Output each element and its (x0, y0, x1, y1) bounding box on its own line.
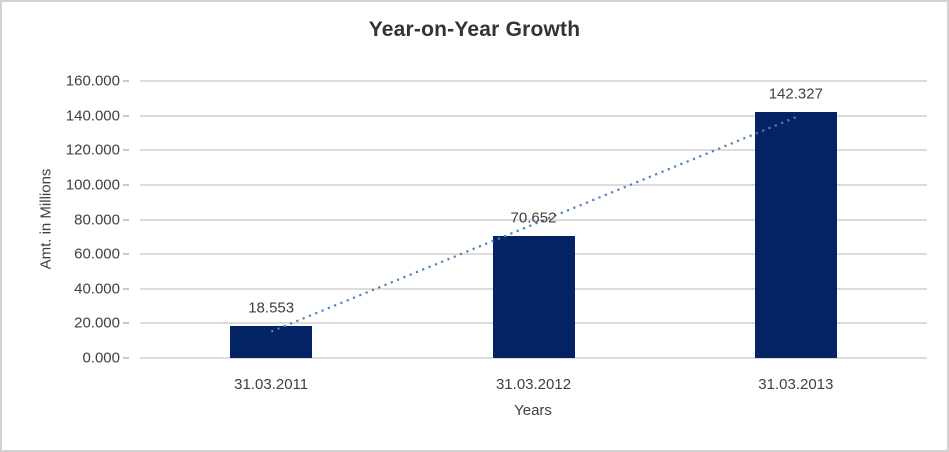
x-tick-label: 31.03.2012 (495, 376, 572, 393)
gridline (140, 149, 927, 152)
bar-value-label: 18.553 (248, 299, 295, 317)
chart-title: Year-on-Year Growth (368, 18, 581, 41)
y-tick-label: 160.000 (65, 72, 120, 90)
bar-value-label: 142.327 (768, 85, 823, 103)
gridline (140, 183, 927, 186)
y-tick-label: 120.000 (65, 141, 120, 159)
gridline (140, 114, 927, 117)
y-tick-mark (123, 80, 129, 82)
y-tick-label: 140.000 (65, 107, 120, 125)
y-tick-label: 0.000 (82, 349, 120, 367)
gridline (140, 80, 927, 82)
plot-area: 18.553 70.652 142.327 (140, 80, 927, 359)
bar-value-label: 70.652 (510, 209, 557, 227)
y-tick-label: 80.000 (74, 211, 120, 228)
bar (754, 111, 837, 358)
gridline (140, 218, 927, 221)
y-tick-mark (123, 149, 129, 152)
x-tick-label: 31.03.2011 (234, 376, 309, 393)
y-tick-label: 40.000 (74, 280, 120, 298)
y-tick-mark (123, 253, 129, 256)
y-tick-mark (123, 322, 129, 325)
y-tick-mark (123, 357, 129, 359)
y-tick-mark (123, 218, 129, 221)
y-tick-label: 20.000 (74, 314, 120, 332)
y-tick-label: 100.000 (65, 176, 120, 194)
bar (492, 235, 575, 358)
y-tick-label: 60.000 (74, 245, 120, 263)
gridline (140, 357, 927, 359)
x-axis-title: Years (514, 402, 552, 419)
y-tick-mark (123, 114, 129, 117)
y-tick-mark (123, 287, 129, 290)
x-tick-label: 31.03.2013 (758, 376, 834, 393)
y-tick-mark (123, 183, 129, 186)
